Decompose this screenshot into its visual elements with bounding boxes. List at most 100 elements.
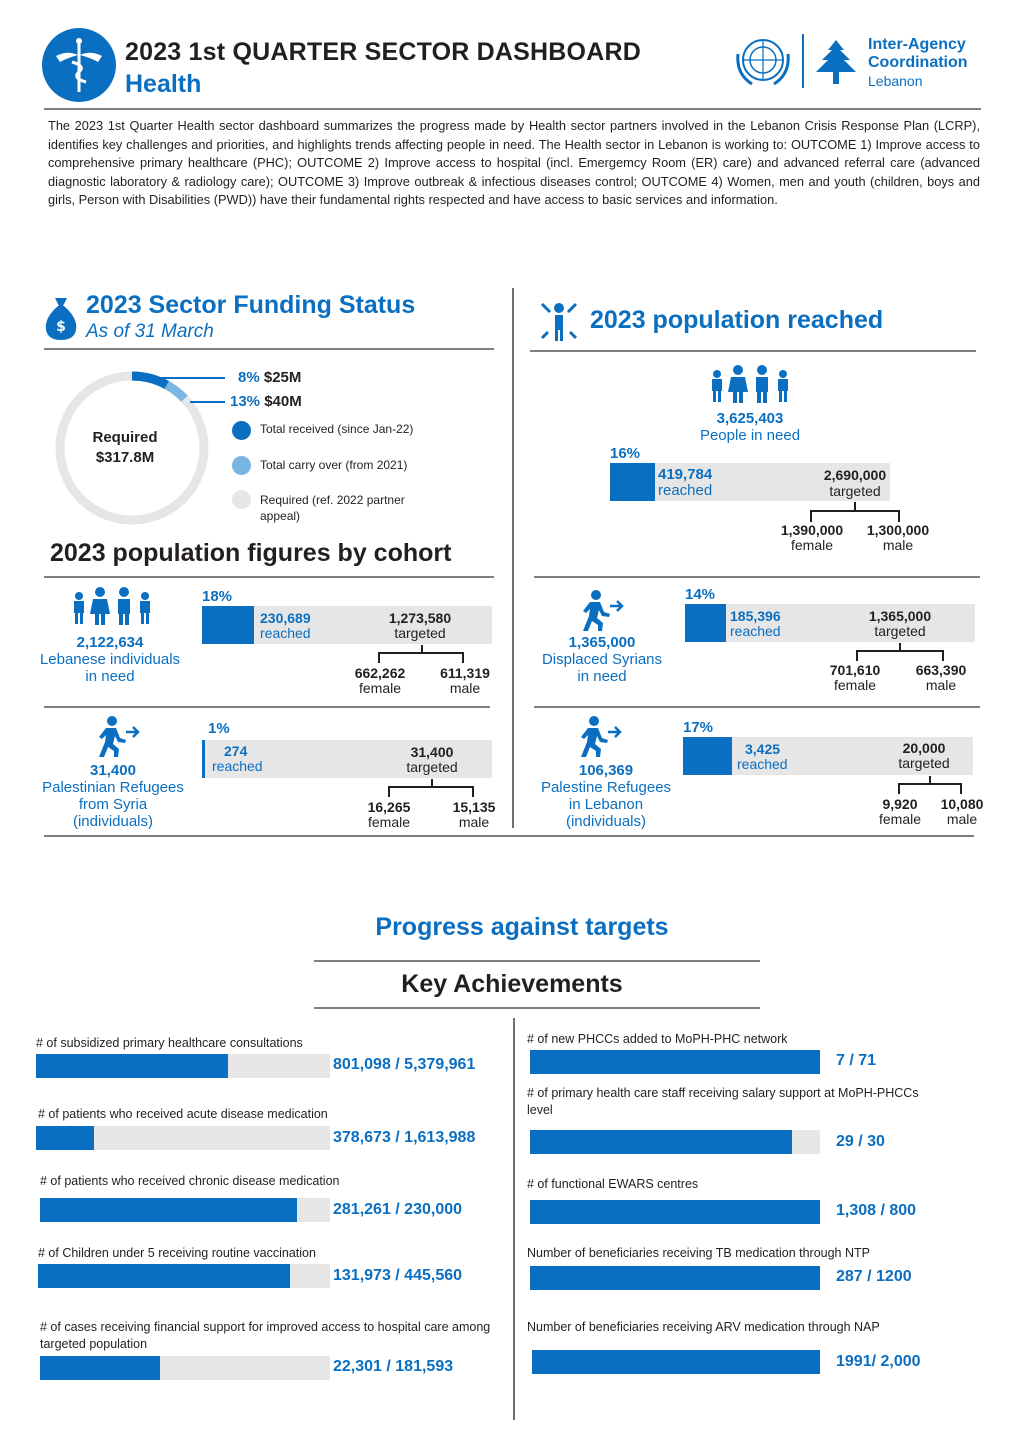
cohort-female-label: female bbox=[358, 680, 402, 696]
carry-amount: $40M bbox=[264, 393, 302, 410]
legend-received-swatch bbox=[232, 421, 251, 440]
cohort-prs-walking-icon bbox=[94, 716, 142, 758]
family-icon bbox=[708, 364, 792, 404]
cohort-lebanese-targeted: 1,273,580 targeted bbox=[370, 611, 470, 641]
cohort-syrians-pct: 14% bbox=[685, 586, 716, 603]
cohort-need-label1: Palestine Refugees bbox=[540, 779, 672, 796]
cohort-lebanese-bar-fill bbox=[202, 606, 255, 644]
cohort-prl-female: 9,920 female bbox=[868, 797, 932, 827]
reached-female-label: female bbox=[790, 537, 834, 553]
page-title: 2023 1st QUARTER SECTOR DASHBOARD bbox=[125, 38, 641, 66]
ach-left-bar-fill bbox=[40, 1198, 297, 1222]
cohort-targeted-num: 1,273,580 bbox=[388, 610, 452, 626]
header-divider bbox=[44, 108, 981, 110]
cohort-male-label: male bbox=[449, 680, 481, 696]
ach-left-label: # of patients who received chronic disea… bbox=[40, 1174, 340, 1188]
org-name: Inter-Agency Coordination Lebanon bbox=[868, 36, 968, 90]
cohort-title: 2023 population figures by cohort bbox=[50, 539, 452, 567]
cohort-targeted-label: targeted bbox=[874, 623, 926, 639]
ach-left-value: 22,301 / 181,593 bbox=[333, 1358, 454, 1375]
ach-right-bar-fill bbox=[530, 1200, 820, 1224]
cohort-need-label1: Lebanese individuals bbox=[39, 651, 181, 668]
reached-pct: 16% bbox=[610, 445, 641, 462]
ach-left-label: # of patients who received acute disease… bbox=[38, 1107, 328, 1121]
cohort-prl-bar-fill bbox=[683, 737, 733, 775]
cohort-syrians-bracket-stem bbox=[899, 643, 901, 651]
cohort-prs-bar-bg bbox=[202, 740, 492, 778]
funding-title: 2023 Sector Funding Status bbox=[86, 291, 416, 319]
required-label: Required bbox=[92, 429, 158, 446]
cohort-reached-num: 230,689 bbox=[260, 610, 311, 626]
progress-divider-2 bbox=[314, 1007, 760, 1009]
ach-left-value: 131,973 / 445,560 bbox=[333, 1267, 463, 1284]
cohort-reached-num: 3,425 bbox=[745, 741, 781, 757]
cohort-female-num: 662,262 bbox=[354, 665, 406, 681]
ach-left-bar-fill bbox=[38, 1264, 290, 1288]
cohort-prs-female: 16,265 female bbox=[349, 800, 429, 830]
cohort-need-value: 2,122,634 bbox=[76, 634, 144, 651]
received-pct: 8% bbox=[238, 369, 260, 386]
reached-bracket-stem bbox=[854, 502, 856, 511]
reached-female-num: 1,390,000 bbox=[780, 522, 844, 538]
targeted-num: 2,690,000 bbox=[823, 467, 887, 483]
reached-label: reached bbox=[658, 482, 713, 499]
cohort-lebanese-female: 662,262 female bbox=[340, 666, 420, 696]
cohort-syrians-need: 1,365,000 Displaced Syrians in need bbox=[520, 634, 684, 685]
legend-required-swatch bbox=[232, 490, 251, 509]
cohort-prl-pct: 17% bbox=[683, 719, 714, 736]
ach-right-bar-fill bbox=[530, 1266, 820, 1290]
funding-divider bbox=[44, 348, 494, 350]
cohort-lebanese-reached: 230,689 reached bbox=[260, 611, 311, 641]
cohort-prl-reached: 3,425 reached bbox=[737, 742, 788, 772]
cohort-male-num: 663,390 bbox=[915, 662, 967, 678]
reached-bar-fill bbox=[610, 463, 655, 501]
cohort-syrians-reached: 185,396 reached bbox=[730, 609, 781, 639]
progress-center-divider bbox=[513, 1018, 515, 1420]
ach-right-value: 7 / 71 bbox=[836, 1052, 877, 1069]
cohort-prs-pct: 1% bbox=[208, 720, 230, 737]
legend-received-label: Total received (since Jan-22) bbox=[260, 422, 414, 436]
un-emblem-icon bbox=[732, 34, 794, 90]
cohort-female-label: female bbox=[367, 814, 411, 830]
cohort-lebanese-icon bbox=[70, 586, 154, 626]
cohort-male-label: male bbox=[946, 811, 978, 827]
progress-title: Progress against targets bbox=[375, 913, 669, 941]
org-name-line3: Lebanon bbox=[868, 73, 923, 89]
cohort-lebanese-need: 2,122,634 Lebanese individuals in need bbox=[20, 634, 200, 685]
cohort-prs-male: 15,135 male bbox=[434, 800, 514, 830]
center-divider-top bbox=[512, 288, 514, 828]
ach-left-bar-fill bbox=[36, 1054, 228, 1078]
intro-paragraph: The 2023 1st Quarter Health sector dashb… bbox=[48, 118, 980, 208]
cohort-prl-walking-icon bbox=[576, 716, 624, 758]
cohort-need-value: 106,369 bbox=[578, 762, 634, 779]
cohort-need-label2: in need bbox=[577, 668, 627, 685]
required-value: $317.8M bbox=[95, 449, 155, 466]
ach-left-label: # of Children under 5 receiving routine … bbox=[38, 1246, 316, 1260]
logo-divider bbox=[802, 34, 804, 88]
cedar-logo-icon bbox=[810, 38, 862, 88]
cohort-female-label: female bbox=[878, 811, 922, 827]
cohort-female-num: 16,265 bbox=[367, 799, 411, 815]
cohort-syrians-walking-icon bbox=[578, 590, 626, 632]
cohort-need-label3: (individuals) bbox=[72, 813, 154, 830]
cohort-lebanese-bracket bbox=[378, 652, 464, 663]
cohort-need-label2: in need bbox=[85, 668, 135, 685]
cohort-syrians-targeted: 1,365,000 targeted bbox=[850, 609, 950, 639]
received-figure: 8% $25M bbox=[238, 369, 301, 386]
reached-male-num: 1,300,000 bbox=[866, 522, 930, 538]
cohort-male-label: male bbox=[925, 677, 957, 693]
cohort-row-divider-right bbox=[534, 706, 980, 708]
ach-left-value: 378,673 / 1,613,988 bbox=[333, 1129, 476, 1146]
received-leader-line bbox=[147, 377, 225, 379]
org-name-line2: Coordination bbox=[868, 54, 968, 71]
person-arms-icon bbox=[538, 300, 580, 342]
progress-divider-1 bbox=[314, 960, 760, 962]
cohort-syrians-female: 701,610 female bbox=[815, 663, 895, 693]
ach-right-label: Number of beneficiaries receiving TB med… bbox=[527, 1246, 870, 1260]
reached-bracket bbox=[810, 510, 900, 522]
cohort-reached-label: reached bbox=[737, 756, 788, 772]
cohort-female-label: female bbox=[833, 677, 877, 693]
cohort-prs-bracket-stem bbox=[431, 779, 433, 787]
received-amount: $25M bbox=[263, 369, 302, 386]
cohort-syrians-bracket bbox=[856, 650, 944, 661]
